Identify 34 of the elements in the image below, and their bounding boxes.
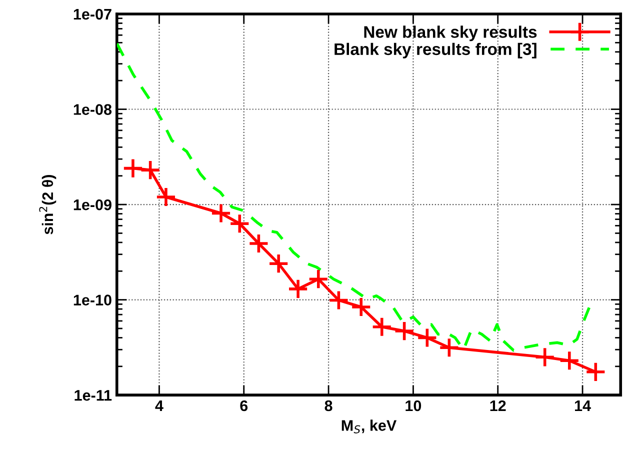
x-tick-label: 6	[240, 400, 248, 412]
point	[308, 268, 329, 290]
point	[122, 158, 144, 179]
point	[229, 213, 250, 234]
x-tick-label: 8	[324, 400, 332, 412]
y-tick-label: 1e-10	[74, 294, 112, 306]
x-tick-label: 4	[155, 400, 164, 412]
point	[558, 350, 580, 372]
point	[288, 278, 308, 300]
point	[438, 337, 460, 358]
line-series	[116, 42, 592, 352]
point	[140, 160, 161, 180]
point	[394, 320, 415, 342]
legend-label: New blank sky results	[364, 26, 537, 42]
y-tick-label: 1e-07	[74, 8, 112, 20]
point	[371, 316, 392, 338]
y-tick-label: 1e-08	[74, 104, 112, 115]
point	[248, 233, 270, 254]
point	[416, 327, 438, 348]
x-tick-label: 12	[490, 400, 506, 412]
x-tick-label: 14	[574, 400, 591, 412]
point	[350, 296, 372, 318]
point	[328, 290, 350, 311]
y-axis-title: sin$^{2}$(2 θ)	[39, 175, 56, 234]
point	[210, 202, 232, 224]
legend-label: Blank sky results from [3]	[334, 42, 536, 58]
x-axis-title: M$_{S}$, keV	[342, 420, 397, 434]
point	[534, 346, 556, 368]
y-tick-label: 1e-11	[74, 390, 112, 401]
point	[268, 253, 289, 274]
x-tick-label: 10	[406, 400, 422, 412]
point	[156, 186, 176, 208]
point	[585, 362, 606, 382]
y-tick-label: 1e-09	[74, 199, 112, 210]
